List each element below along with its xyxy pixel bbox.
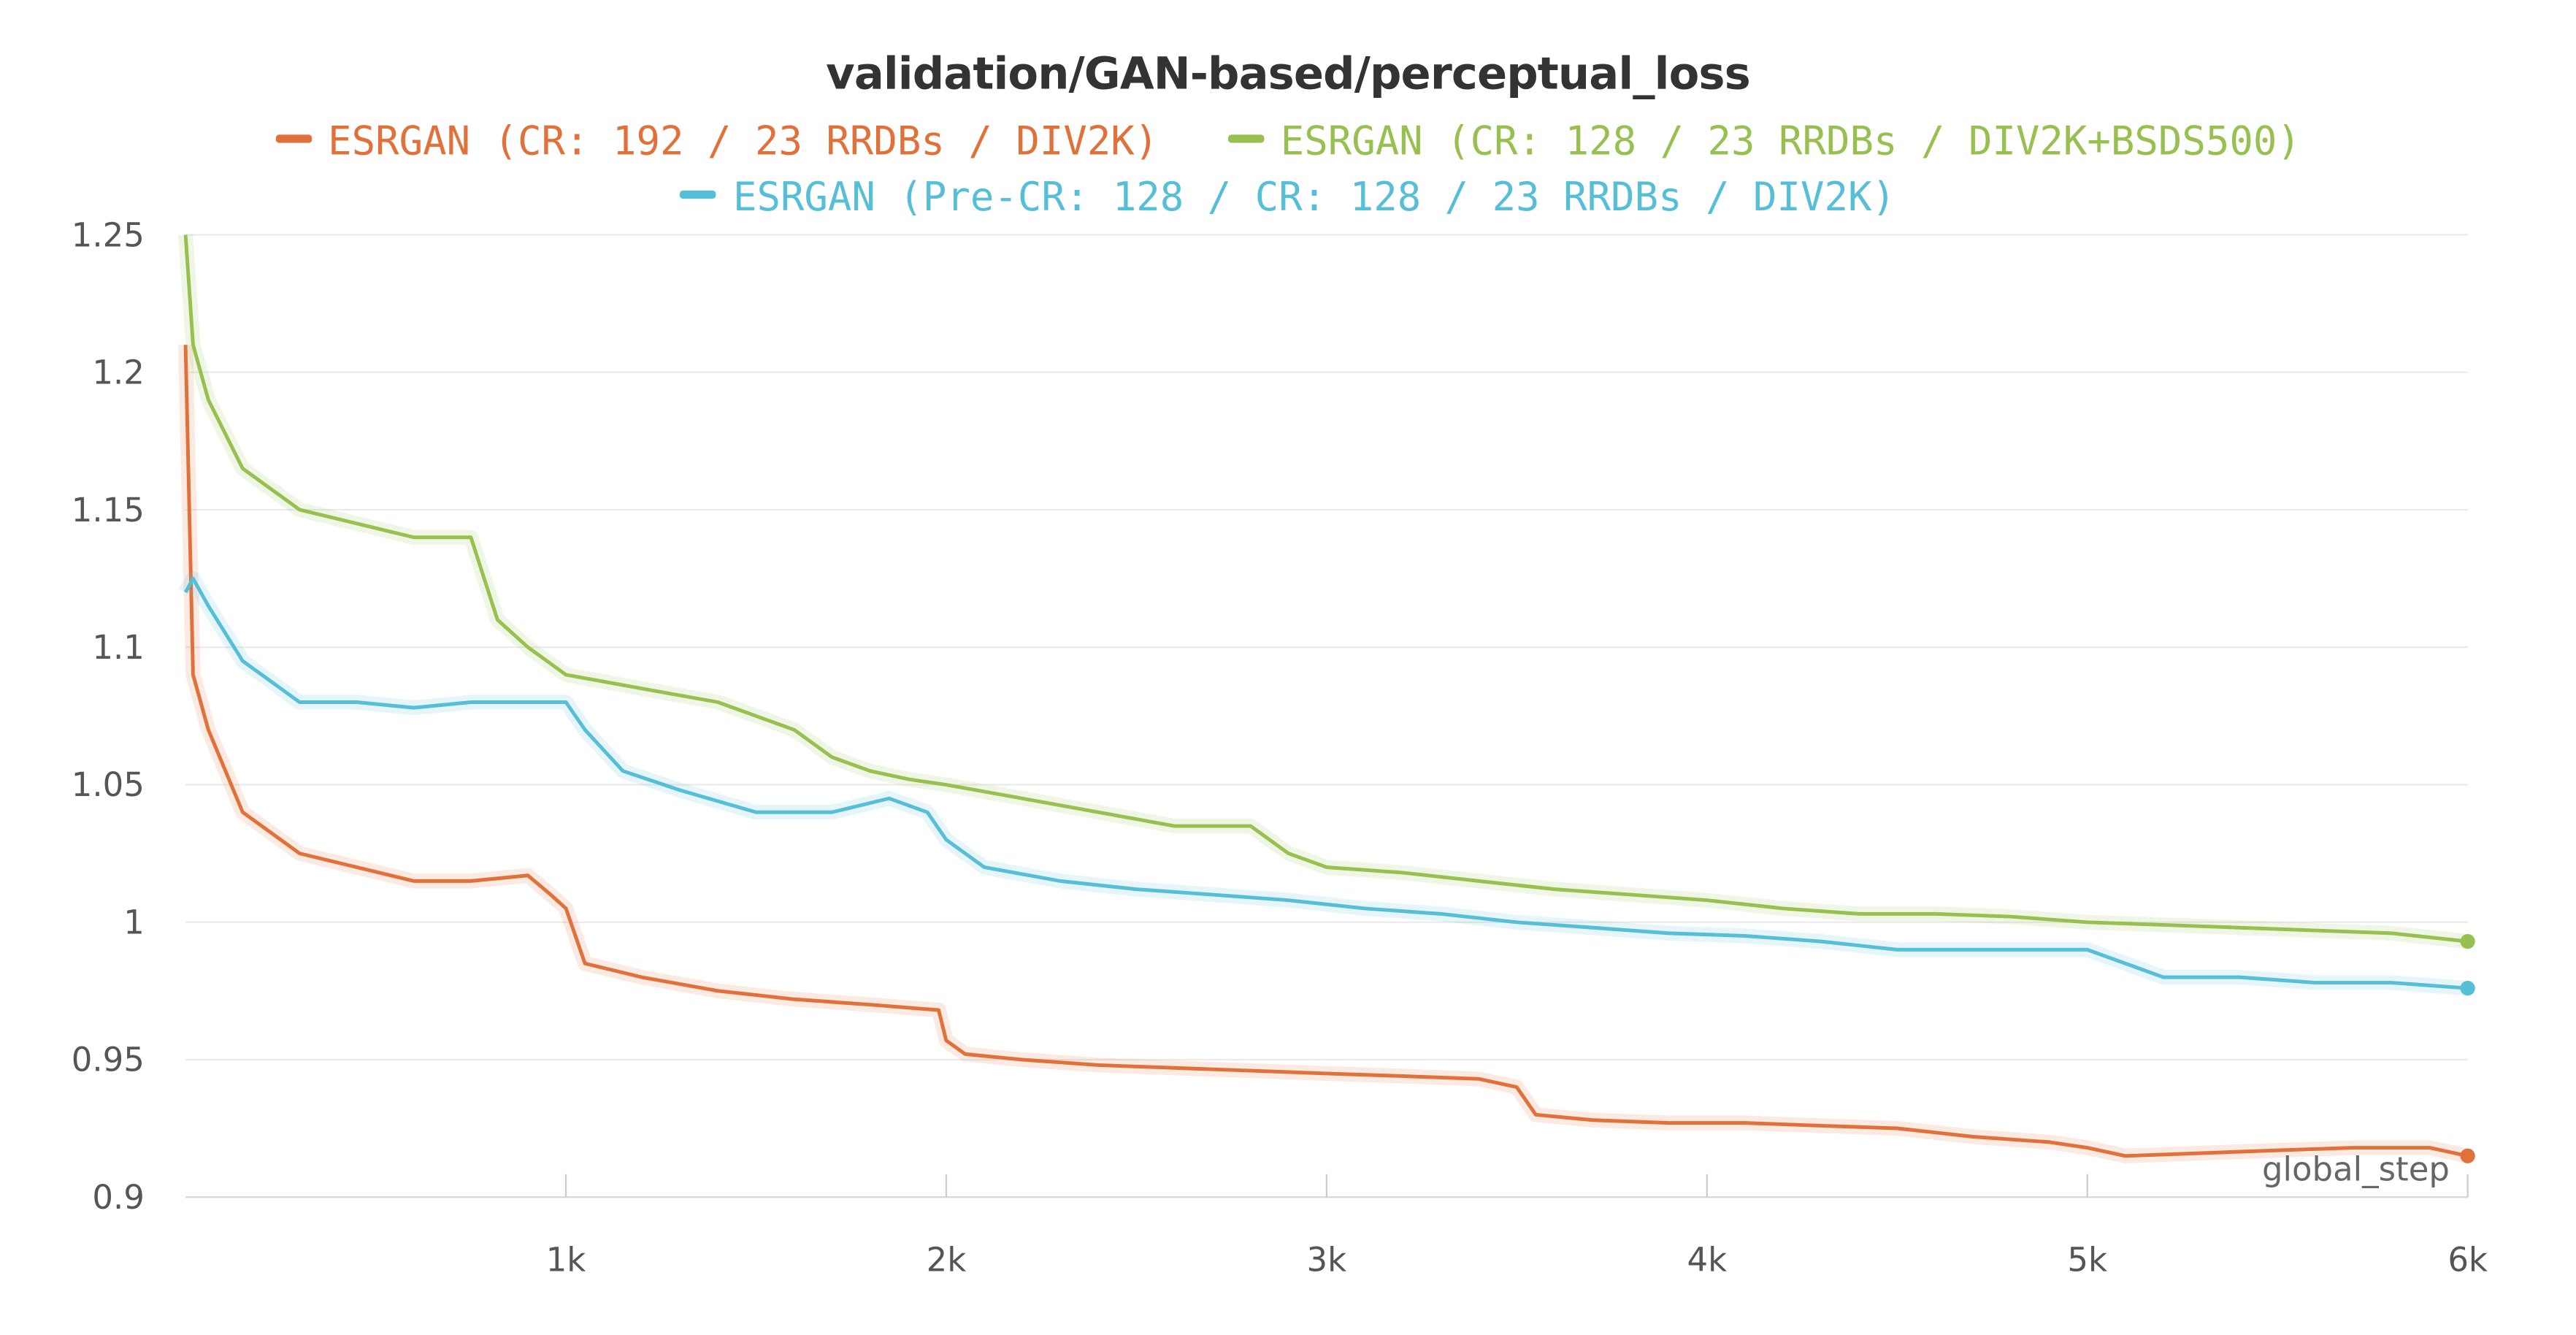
y-tick-label: 1.1	[92, 628, 145, 667]
series-cr128-bsds-line[interactable]	[183, 234, 2468, 944]
legend-row-2: ESRGAN (Pre-CR: 128 / CR: 128 / 23 RRDBs…	[0, 174, 2576, 220]
x-axis: 1k 2k 3k 4k 5k 6k	[546, 1174, 2488, 1279]
y-tick-label: 1.2	[92, 353, 145, 392]
legend-row-1: ESRGAN (CR: 192 / 23 RRDBs / DIV2K) ESRG…	[0, 118, 2576, 164]
legend-item-precr128[interactable]: ESRGAN (Pre-CR: 128 / CR: 128 / 23 RRDBs…	[681, 174, 1895, 220]
x-tick-label: 5k	[2067, 1240, 2107, 1279]
y-tick-label: 1.25	[72, 215, 145, 254]
series-cr128-bsds-end-point[interactable]	[2460, 933, 2475, 949]
series-precr128-line[interactable]	[183, 576, 2468, 990]
legend-swatch-cr192	[275, 134, 312, 142]
y-axis: 0.9 0.95 1 1.05 1.1 1.15 1.2 1.25	[72, 215, 145, 1217]
x-tick-label: 1k	[546, 1240, 586, 1279]
y-tick-label: 1	[123, 903, 145, 941]
x-tick-label: 2k	[927, 1240, 967, 1279]
x-tick-label: 6k	[2447, 1240, 2488, 1279]
x-axis-label: global_step	[2262, 1150, 2450, 1189]
series-layer	[177, 234, 2475, 1163]
legend-label-cr128-bsds: ESRGAN (CR: 128 / 23 RRDBs / DIV2K+BSDS5…	[1280, 118, 2301, 164]
series-cr192-end-point[interactable]	[2460, 1148, 2475, 1163]
legend-swatch-cr128-bsds	[1227, 134, 1265, 142]
y-tick-label: 0.9	[92, 1178, 145, 1217]
series-cr192-raw-band	[177, 344, 2469, 1163]
grid-layer	[185, 234, 2468, 1198]
legend-item-cr128-bsds[interactable]: ESRGAN (CR: 128 / 23 RRDBs / DIV2K+BSDS5…	[1227, 118, 2301, 164]
x-tick-label: 4k	[1687, 1240, 1727, 1279]
legend-label-cr192: ESRGAN (CR: 192 / 23 RRDBs / DIV2K)	[328, 118, 1159, 164]
legend-item-cr192[interactable]: ESRGAN (CR: 192 / 23 RRDBs / DIV2K)	[275, 118, 1158, 164]
x-tick-label: 3k	[1307, 1240, 1347, 1279]
series-cr128-bsds-raw-band	[177, 234, 2469, 949]
y-tick-label: 0.95	[72, 1041, 145, 1079]
series-cr192-line[interactable]	[183, 345, 2469, 1158]
legend-label-precr128: ESRGAN (Pre-CR: 128 / CR: 128 / 23 RRDBs…	[732, 174, 1896, 221]
series-precr128-end-point[interactable]	[2460, 980, 2475, 996]
chart-title: validation/GAN-based/perceptual_loss	[826, 49, 1751, 101]
y-tick-label: 1.15	[72, 491, 145, 529]
legend-swatch-precr128	[681, 189, 717, 198]
y-tick-label: 1.05	[72, 765, 145, 804]
